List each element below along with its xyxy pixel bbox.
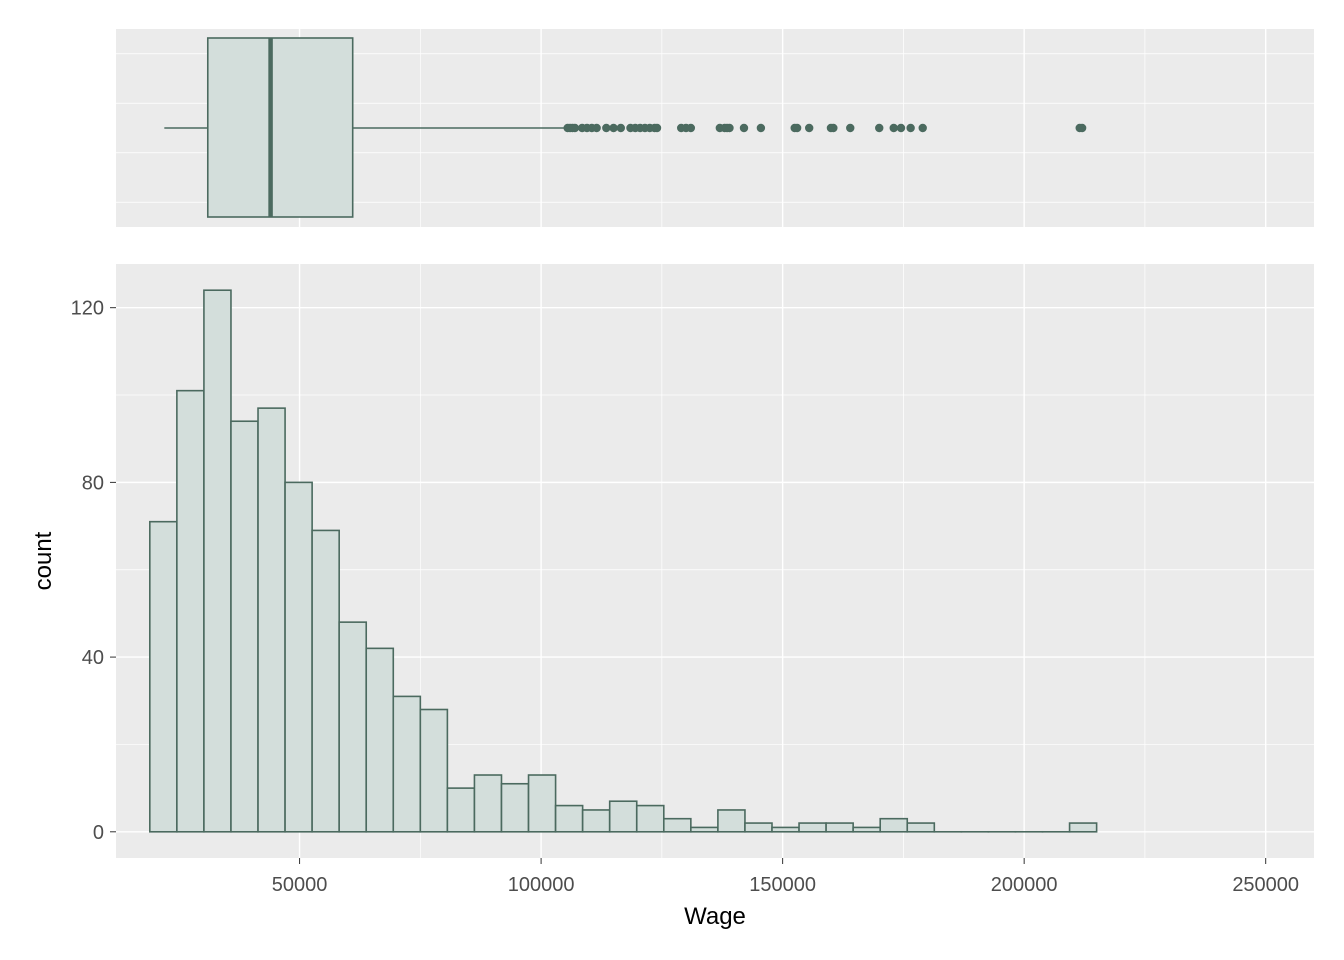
histogram-bar: [1068, 822, 1098, 833]
histogram-bar: [473, 774, 503, 833]
x-tick-label: 250000: [1232, 874, 1299, 896]
histogram-bar: [446, 787, 476, 833]
y-axis-title: count: [30, 531, 57, 590]
x-axis-title: Wage: [684, 903, 746, 930]
boxplot-outlier-point: [896, 123, 906, 133]
boxplot-outlier-point: [804, 123, 814, 133]
histogram-bar: [176, 389, 205, 833]
histogram-bar: [581, 809, 611, 833]
boxplot-outlier-point: [652, 123, 662, 133]
boxplot-panel: [116, 29, 1314, 227]
boxplot-outlier-point: [686, 123, 696, 133]
y-tick-label: 40: [82, 647, 104, 669]
histogram-bar: [392, 695, 422, 833]
histogram-bar: [419, 708, 449, 833]
histogram-bar: [257, 407, 286, 833]
histogram-panel: 0 40 80 120 50000 100000 150000 200000 250000: [71, 264, 1314, 896]
histogram-bar: [771, 826, 800, 833]
x-tick-label: 100000: [508, 874, 575, 896]
y-tick-label: 120: [71, 298, 104, 320]
x-tick-label: 200000: [991, 874, 1058, 896]
boxplot-outlier-point: [889, 123, 898, 133]
x-axis: 50000 100000 150000 200000 250000: [272, 858, 1299, 896]
histogram-bar: [879, 817, 909, 833]
histogram-bar: [635, 804, 665, 833]
boxplot-outlier-point: [846, 123, 855, 133]
boxplot-outlier-point: [739, 123, 749, 133]
histogram-bar: [284, 481, 313, 833]
histogram-bar: [662, 817, 692, 833]
histogram-bar: [554, 804, 584, 833]
boxplot-outlier-point: [616, 123, 626, 133]
y-tick-label: 80: [82, 472, 104, 494]
y-axis: 0 40 80 120: [71, 298, 116, 844]
histogram-bar: [906, 822, 936, 833]
boxplot-outlier-point: [875, 123, 884, 133]
histogram-bar: [798, 822, 827, 833]
y-tick-label: 0: [93, 822, 104, 844]
boxplot-outlier-point: [1077, 123, 1087, 133]
histogram-bar: [690, 826, 719, 833]
boxplot-outlier-point: [602, 123, 611, 133]
boxplot-outlier-point: [918, 123, 927, 133]
histogram-bar: [744, 822, 773, 833]
boxplot-outlier-point: [792, 123, 802, 133]
histogram-bar: [311, 529, 340, 833]
histogram-bar: [203, 289, 232, 833]
boxplot-outlier-point: [725, 123, 734, 133]
boxplot-box: [206, 37, 354, 218]
boxplot-outlier-point: [756, 123, 766, 133]
histogram-bars: [149, 289, 1098, 833]
histogram-bar: [852, 826, 882, 833]
histogram-bar: [825, 822, 854, 833]
boxplot-outlier-point: [829, 123, 838, 133]
histogram-bar: [230, 420, 259, 833]
histogram-bar: [149, 520, 178, 833]
histogram-bar: [338, 621, 368, 833]
histogram-bar: [365, 647, 395, 833]
histogram-bar: [500, 782, 530, 833]
boxplot-outlier-point: [570, 123, 580, 133]
boxplot-outlier-point: [906, 123, 915, 133]
histogram-bar: [527, 774, 557, 833]
boxplot-outlier-point: [592, 123, 601, 133]
histogram-bar: [608, 800, 638, 833]
boxplot-marks: [164, 37, 1087, 218]
histogram-bar: [717, 809, 746, 833]
x-tick-label: 150000: [749, 874, 816, 896]
x-tick-label: 50000: [272, 874, 328, 896]
boxplot-outlier-point: [609, 123, 618, 133]
